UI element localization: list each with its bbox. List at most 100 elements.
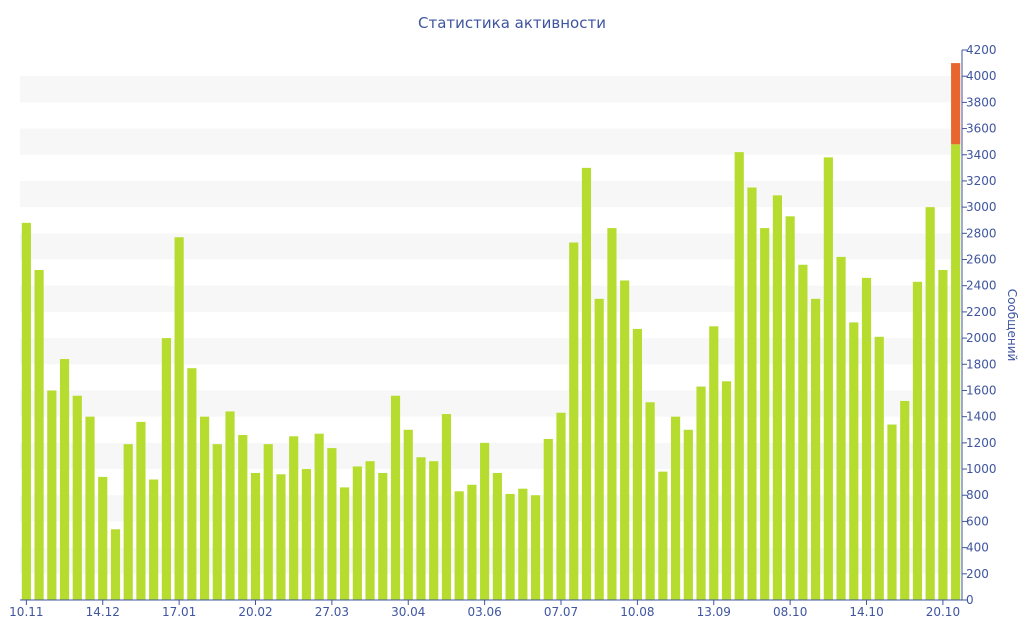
x-tick-label: 10.11: [9, 605, 43, 619]
bar[interactable]: [861, 277, 872, 600]
bar[interactable]: [594, 298, 604, 600]
y-tick-label: 800: [966, 488, 989, 502]
y-tick-label: 1000: [966, 462, 997, 476]
bar[interactable]: [441, 414, 452, 600]
bar[interactable]: [938, 270, 948, 600]
bar[interactable]: [390, 395, 401, 600]
bar[interactable]: [136, 421, 146, 600]
bar[interactable]: [709, 326, 719, 600]
bar[interactable]: [276, 474, 286, 600]
bar[interactable]: [123, 444, 133, 600]
y-tick-label: 600: [966, 514, 989, 528]
bar[interactable]: [59, 359, 70, 600]
x-tick-label: 10.08: [620, 605, 654, 619]
bar[interactable]: [161, 338, 171, 600]
bar[interactable]: [327, 448, 337, 600]
bar[interactable]: [849, 322, 859, 600]
bar[interactable]: [874, 336, 884, 600]
bar[interactable]: [581, 167, 592, 600]
x-tick-label: 07.07: [544, 605, 578, 619]
bar[interactable]: [734, 152, 744, 600]
bar[interactable]: [925, 207, 935, 600]
y-tick-label: 2000: [966, 331, 997, 345]
bar[interactable]: [416, 457, 426, 600]
y-tick-label: 2800: [966, 226, 997, 240]
bar[interactable]: [340, 487, 350, 600]
bar[interactable]: [951, 144, 961, 601]
bar[interactable]: [263, 444, 273, 600]
bar[interactable]: [199, 416, 210, 600]
bar[interactable]: [670, 416, 681, 600]
bar[interactable]: [250, 472, 261, 600]
bar[interactable]: [365, 461, 375, 600]
x-tick-label: 20.10: [926, 605, 960, 619]
bar[interactable]: [378, 472, 388, 600]
bar[interactable]: [645, 402, 655, 600]
bar[interactable]: [518, 488, 528, 600]
bar-highlight[interactable]: [951, 63, 961, 145]
bar[interactable]: [212, 444, 222, 600]
bar[interactable]: [454, 491, 464, 600]
bar[interactable]: [620, 280, 630, 600]
x-tick-label: 13.09: [697, 605, 731, 619]
bar[interactable]: [98, 476, 108, 600]
bar[interactable]: [21, 222, 31, 600]
bar[interactable]: [569, 242, 579, 601]
y-tick-label: 3800: [966, 95, 997, 109]
bar[interactable]: [85, 416, 95, 600]
bar[interactable]: [225, 411, 235, 600]
grid-bands: [20, 76, 962, 574]
bar[interactable]: [811, 298, 821, 600]
bar[interactable]: [467, 484, 477, 600]
bar[interactable]: [492, 472, 502, 600]
bar[interactable]: [658, 471, 668, 600]
y-tick-label: 2400: [966, 279, 997, 293]
bar[interactable]: [289, 436, 299, 600]
x-tick-label: 30.04: [391, 605, 425, 619]
grid-band: [20, 285, 962, 312]
bar[interactable]: [721, 381, 732, 600]
y-axis: 0 200 400 600 800 1000 1200 1400 1600 1800 2000 220…: [961, 43, 997, 607]
grid-band: [20, 495, 962, 522]
bar[interactable]: [429, 461, 439, 600]
y-tick-label: 0: [966, 593, 974, 607]
bar[interactable]: [352, 466, 362, 600]
bar[interactable]: [683, 429, 693, 600]
bar[interactable]: [47, 390, 57, 600]
bar[interactable]: [34, 270, 44, 600]
bar[interactable]: [505, 493, 515, 600]
bar[interactable]: [187, 368, 197, 600]
bar[interactable]: [836, 256, 846, 600]
bar[interactable]: [887, 424, 897, 600]
bar[interactable]: [760, 228, 770, 600]
bar[interactable]: [149, 479, 159, 600]
y-tick-label: 3600: [966, 122, 997, 136]
bar[interactable]: [772, 195, 783, 600]
y-tick-label: 1200: [966, 436, 997, 450]
bar[interactable]: [556, 412, 566, 600]
x-tick-label: 17.01: [162, 605, 196, 619]
bar[interactable]: [238, 435, 248, 600]
bar[interactable]: [696, 386, 706, 600]
bar[interactable]: [798, 264, 808, 600]
y-tick-label: 2200: [966, 305, 997, 319]
bar[interactable]: [543, 438, 553, 600]
bar[interactable]: [632, 328, 642, 600]
bar[interactable]: [747, 187, 757, 601]
bar[interactable]: [607, 228, 617, 600]
bar[interactable]: [912, 281, 923, 600]
bar[interactable]: [403, 429, 413, 600]
bar[interactable]: [530, 495, 541, 600]
grid-band: [20, 128, 962, 155]
bar[interactable]: [785, 216, 795, 601]
bar[interactable]: [314, 433, 324, 600]
bar[interactable]: [110, 529, 121, 600]
x-tick-label: 20.02: [238, 605, 272, 619]
bar[interactable]: [480, 442, 490, 600]
grid-band: [20, 442, 962, 470]
bar[interactable]: [900, 400, 910, 600]
bar[interactable]: [301, 469, 312, 600]
bar[interactable]: [72, 395, 82, 600]
bar[interactable]: [174, 237, 184, 600]
bar[interactable]: [823, 157, 833, 600]
